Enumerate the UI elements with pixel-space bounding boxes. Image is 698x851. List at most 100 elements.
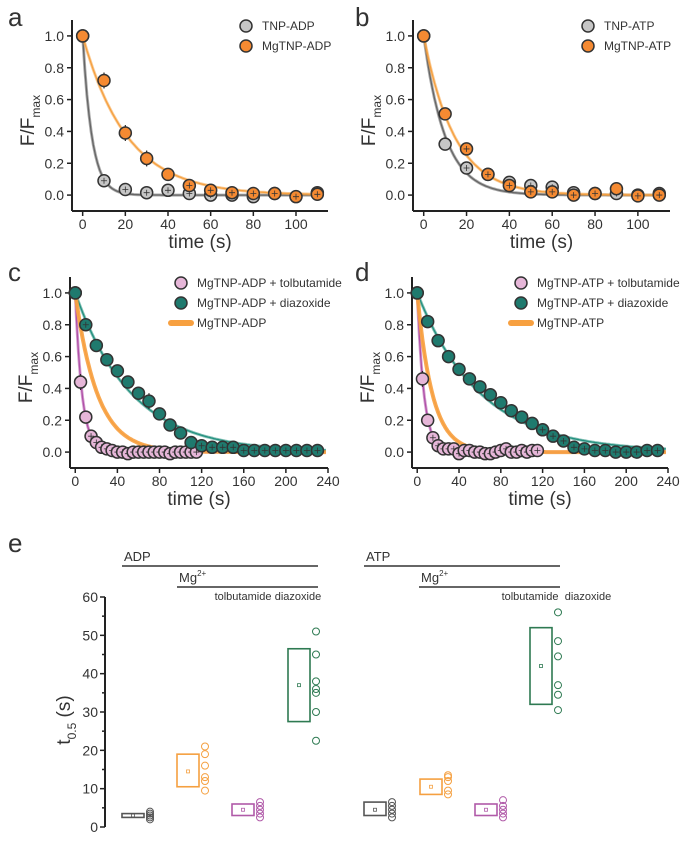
error-bar xyxy=(591,447,598,454)
data-point xyxy=(142,394,156,408)
data-point xyxy=(462,372,477,386)
legend-label: MgTNP-ADP xyxy=(197,316,266,330)
error-bar xyxy=(193,449,200,456)
x-tick-label: 0 xyxy=(79,216,87,232)
data-point xyxy=(256,809,264,818)
error-bar xyxy=(623,449,630,456)
data-point xyxy=(201,773,209,782)
y-tick-label: 0.4 xyxy=(45,123,65,139)
mg-label: Mg2+ xyxy=(179,569,207,585)
x-tick-label: 60 xyxy=(203,216,219,232)
y-tick-label: 1.0 xyxy=(385,285,405,301)
error-bar xyxy=(229,189,235,196)
x-tick-label: 80 xyxy=(152,473,168,489)
data-point xyxy=(410,286,424,300)
error-bar xyxy=(644,447,651,454)
x-tick-label: 80 xyxy=(246,216,262,232)
y-tick-label: 0.4 xyxy=(386,123,406,139)
data-point xyxy=(201,761,209,770)
y-axis-label-unit: (s) xyxy=(54,695,75,722)
x-tick-label: 0 xyxy=(420,216,428,232)
data-point xyxy=(438,137,452,151)
error-bar xyxy=(250,190,257,197)
data-point xyxy=(89,338,104,353)
panel-letter-d: d xyxy=(355,257,369,287)
data-point xyxy=(554,637,562,646)
legend-label: MgTNP-ATP + tolbutamide xyxy=(537,276,680,290)
error-bar xyxy=(230,444,237,451)
data-point xyxy=(420,314,435,329)
x-tick-label: 0 xyxy=(413,473,421,489)
data-point xyxy=(499,809,507,818)
group-label: ATP xyxy=(366,549,390,564)
legend-marker xyxy=(239,19,253,33)
data-point xyxy=(525,416,539,431)
error-bar xyxy=(602,447,609,454)
y-tick-label: 1.0 xyxy=(43,285,63,301)
error-bar xyxy=(293,447,300,454)
legend-marker xyxy=(581,19,595,33)
error-bar xyxy=(122,186,129,193)
error-bar xyxy=(527,188,534,195)
y-tick-label: 0 xyxy=(90,819,98,835)
x-tick-label: 120 xyxy=(190,473,214,489)
y-tick-label: 0.8 xyxy=(43,317,63,333)
mean-marker xyxy=(131,813,135,818)
mean-marker xyxy=(297,683,301,688)
box xyxy=(121,812,145,819)
error-bar xyxy=(484,171,491,178)
data-point xyxy=(420,413,435,427)
error-bar xyxy=(654,447,661,454)
mean-marker xyxy=(241,807,245,812)
y-tick-label: 50 xyxy=(82,627,98,643)
data-point xyxy=(444,777,452,785)
data-point xyxy=(312,627,320,636)
legend-marker xyxy=(174,296,188,310)
y-tick-label: 0.6 xyxy=(386,92,406,108)
legend-marker xyxy=(581,39,595,53)
x-axis-label: time (s) xyxy=(168,232,231,253)
y-axis-label-subscript: max xyxy=(29,95,43,118)
diazoxide-label: diazoxide xyxy=(565,591,611,603)
error-bar xyxy=(549,188,556,195)
error-bar xyxy=(165,187,171,194)
legend-label: MgTNP-ATP xyxy=(537,316,604,330)
data-point xyxy=(100,353,114,367)
y-tick-label: 0.2 xyxy=(45,155,65,171)
data-point xyxy=(444,790,452,799)
data-point xyxy=(609,181,624,196)
error-bar xyxy=(219,444,226,451)
error-bar xyxy=(88,433,95,440)
data-point xyxy=(312,677,320,686)
data-point xyxy=(494,395,508,410)
x-tick-label: 120 xyxy=(531,473,555,489)
y-axis-label: F/Fmax xyxy=(358,352,383,403)
error-bar xyxy=(303,447,310,454)
error-bar xyxy=(570,192,577,199)
fit-curve xyxy=(82,35,324,196)
box xyxy=(419,778,443,796)
data-point xyxy=(75,29,90,43)
data-point xyxy=(499,801,507,810)
error-bar xyxy=(581,445,588,452)
data-point xyxy=(68,286,83,300)
data-point xyxy=(79,410,93,424)
data-point xyxy=(416,29,431,43)
y-tick-label: 0.2 xyxy=(385,412,405,428)
y-tick-label: 0.8 xyxy=(386,60,406,76)
mean-marker xyxy=(186,769,190,774)
data-point xyxy=(388,805,396,814)
data-point xyxy=(499,805,507,814)
fit-curve xyxy=(423,35,666,196)
x-tick-label: 40 xyxy=(451,473,467,489)
x-tick-label: 100 xyxy=(284,216,308,232)
x-tick-label: 20 xyxy=(118,216,134,232)
panel-letter-b: b xyxy=(355,2,369,32)
error-bar xyxy=(550,433,557,440)
y-tick-label: 0.0 xyxy=(45,187,65,203)
error-bar xyxy=(463,145,470,152)
data-point xyxy=(131,386,146,400)
data-point xyxy=(312,688,320,697)
